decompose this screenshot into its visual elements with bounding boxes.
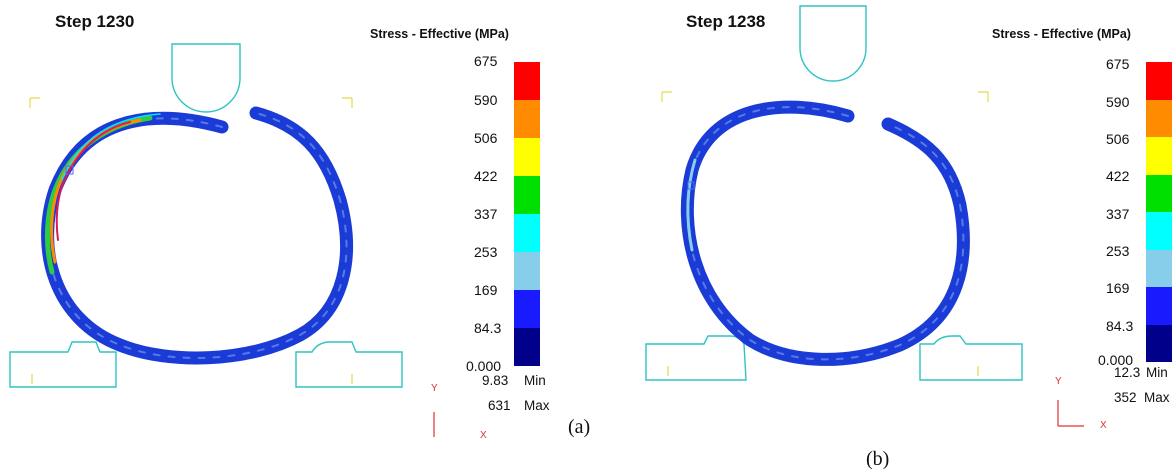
colorbar-tick: 253 <box>1106 243 1130 259</box>
colorbar <box>1146 62 1172 362</box>
colorbar-tick: 253 <box>474 244 498 260</box>
upper-punch-outline <box>799 5 867 82</box>
colorbar-segment <box>1146 137 1172 175</box>
corner-marker <box>29 97 40 108</box>
fem-diagram-a <box>9 43 435 437</box>
min-label: Min <box>524 373 546 388</box>
colorbar-segment <box>1146 212 1172 250</box>
colorbar-segment <box>514 252 540 290</box>
step-title: Step 1238 <box>686 12 766 31</box>
min-value: 12.3 <box>1114 365 1141 380</box>
colorbar-tick: 422 <box>474 168 498 184</box>
colorbar-tick: 337 <box>474 206 498 222</box>
corner-marker <box>661 91 672 102</box>
colorbar-segment <box>514 100 540 138</box>
colorbar-tick: 506 <box>1106 131 1130 147</box>
colorbar-tick: 590 <box>474 92 498 108</box>
colorbar-segment <box>514 328 540 366</box>
colorbar-tick: 675 <box>474 53 498 69</box>
colorbar-tick: 169 <box>1106 280 1130 296</box>
right-support-outline <box>919 335 1023 381</box>
colorbar-segment <box>514 138 540 176</box>
corner-marker <box>978 91 989 102</box>
colorbar-tick: 590 <box>1106 94 1130 110</box>
max-value: 352 <box>1114 390 1137 405</box>
colorbar-segment <box>1146 99 1172 137</box>
legend-title: Stress - Effective (MPa) <box>992 27 1131 41</box>
max-label: Max <box>524 398 550 413</box>
x-axis-label: X <box>1100 420 1107 431</box>
left-support-outline <box>645 335 747 381</box>
max-value: 631 <box>488 398 511 413</box>
colorbar-tick: 506 <box>474 130 498 146</box>
colorbar-tick: 0.000 <box>466 358 502 374</box>
panel-b: Step 1238 Stress - Effective (MPa) 675 5… <box>600 0 1173 475</box>
colorbar-segment <box>514 62 540 100</box>
left-support-outline <box>9 341 117 388</box>
fem-diagram-b <box>645 5 1084 427</box>
colorbar-segment <box>1146 174 1172 212</box>
colorbar-segment <box>514 214 540 252</box>
colorbar-tick: 337 <box>1106 206 1130 222</box>
y-axis-label: Y <box>1055 376 1062 387</box>
corner-marker <box>342 97 353 108</box>
ring-b <box>680 100 970 366</box>
colorbar-tick: 422 <box>1106 168 1130 184</box>
panel-a: Step 1230 Stress - Effective (MPa) 675 5… <box>0 0 590 475</box>
legend-title: Stress - Effective (MPa) <box>370 27 509 41</box>
colorbar-tick: 84.3 <box>1106 318 1134 334</box>
y-axis-label: Y <box>431 383 438 394</box>
colorbar-tick: 0.000 <box>1098 352 1134 368</box>
min-value: 9.83 <box>482 373 509 388</box>
min-label: Min <box>1146 365 1168 380</box>
colorbar-segment <box>514 290 540 328</box>
step-title: Step 1230 <box>55 12 135 31</box>
colorbar-tick: 675 <box>1106 56 1130 72</box>
colorbar <box>514 62 540 366</box>
colorbar-tick: 84.3 <box>474 320 502 336</box>
deformed-ring-a <box>41 106 353 365</box>
colorbar-segment <box>1146 324 1172 362</box>
right-support-outline <box>295 341 403 388</box>
upper-punch-outline <box>171 43 241 113</box>
colorbar-tick: 169 <box>474 282 498 298</box>
max-label: Max <box>1144 390 1170 405</box>
colorbar-segment <box>514 176 540 214</box>
colorbar-segment <box>1146 62 1172 100</box>
colorbar-segment <box>1146 287 1172 325</box>
colorbar-segment <box>1146 249 1172 287</box>
figure-caption: (a) <box>568 416 591 438</box>
x-axis-label: X <box>480 430 487 441</box>
figure-caption: (b) <box>866 448 890 470</box>
